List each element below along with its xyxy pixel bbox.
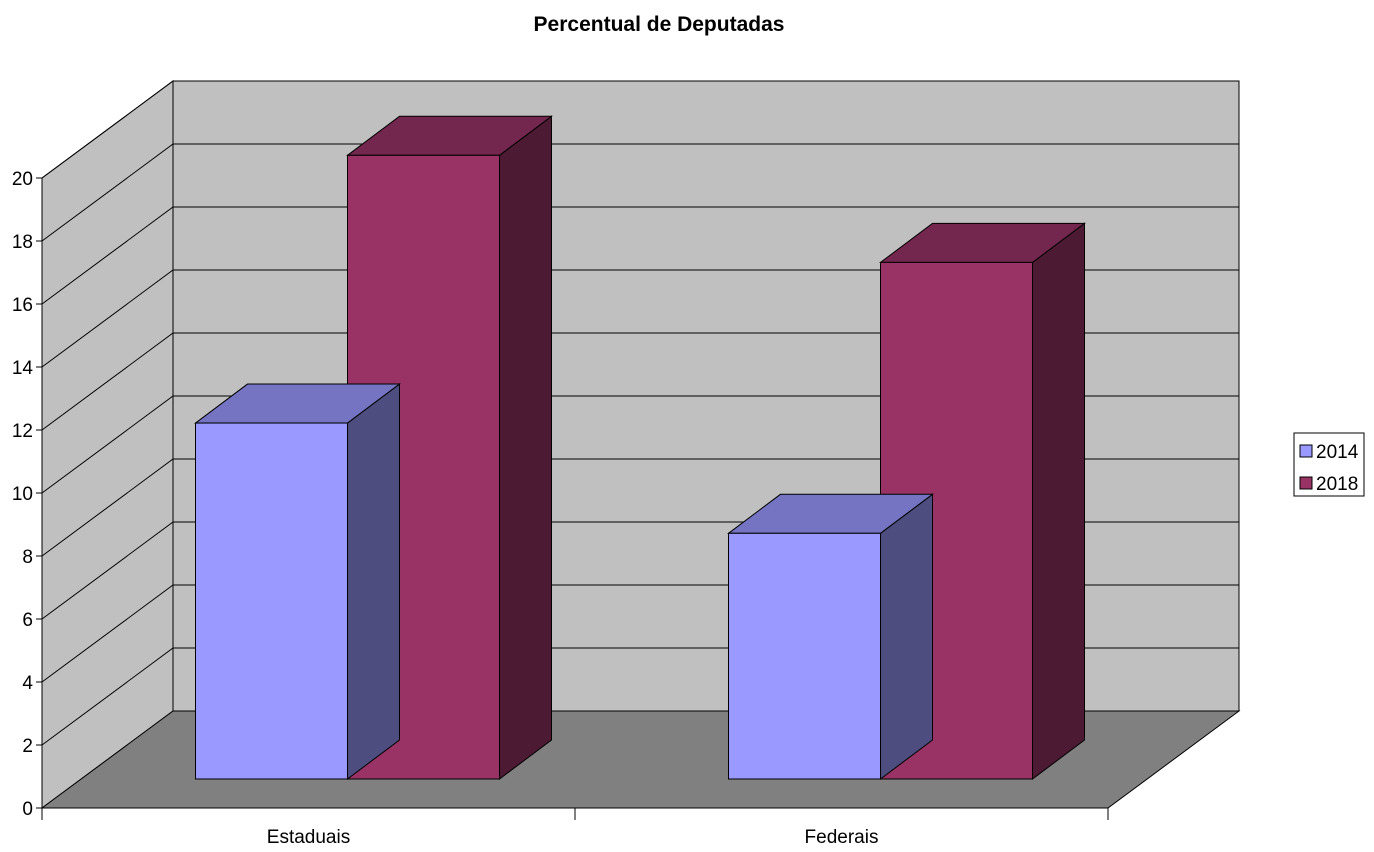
bar-side	[1032, 222, 1085, 780]
bar-side	[499, 115, 552, 780]
legend-swatch	[1299, 444, 1313, 458]
x-tick-label: Federais	[805, 827, 879, 848]
y-tick-label: 0	[22, 799, 33, 820]
legend-label: 2018	[1316, 474, 1358, 495]
legend-swatch	[1299, 476, 1313, 490]
legend: 2014 2018	[1293, 432, 1365, 497]
chart-title: Percentual de Deputadas	[533, 13, 785, 36]
bar-side	[880, 493, 933, 780]
y-tick-label: 16	[12, 295, 33, 316]
gridline	[41, 206, 1239, 305]
bar-front	[728, 532, 881, 780]
bar	[879, 222, 1086, 780]
y-tick-label: 2	[22, 736, 33, 757]
y-tick-label: 8	[22, 547, 33, 568]
bars	[194, 115, 1086, 780]
y-tick-label: 4	[22, 673, 33, 694]
legend-label: 2014	[1316, 442, 1359, 463]
y-tick-label: 14	[12, 358, 34, 379]
bar-side	[347, 383, 400, 780]
gridline	[41, 143, 1239, 242]
y-tick-label: 18	[12, 232, 33, 253]
gridline	[41, 80, 1239, 179]
y-tick-label: 20	[12, 169, 33, 190]
axes: 0 2 4 6 8 10 12 14 16 18 20 Estaduais Federais	[12, 169, 1109, 848]
bar-front	[195, 422, 348, 780]
bar	[194, 383, 401, 780]
bar	[727, 493, 934, 780]
y-tick-label: 6	[22, 610, 33, 631]
y-tick-label: 10	[12, 484, 33, 505]
x-tick-label: Estaduais	[267, 827, 350, 848]
y-tick-label: 12	[12, 421, 33, 442]
